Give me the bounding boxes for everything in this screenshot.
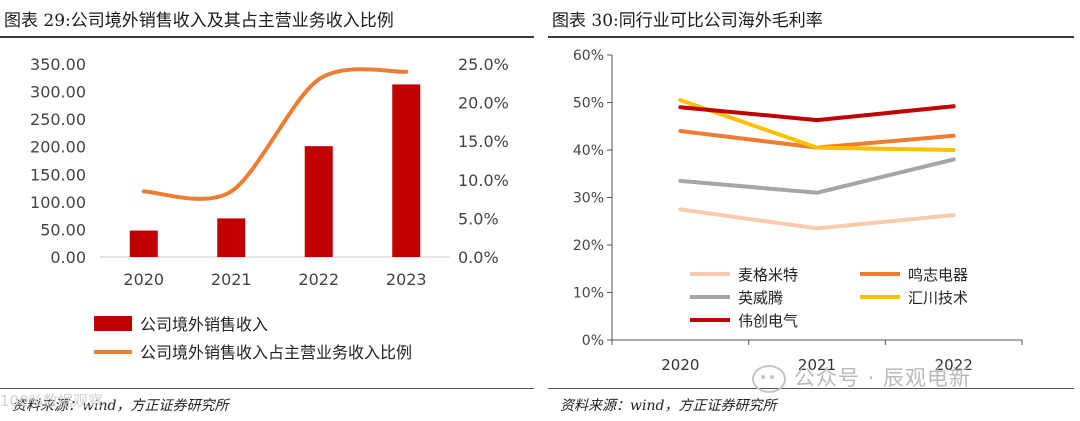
- series-line-汇川技术: [678, 98, 956, 152]
- series-line-鸣志电器: [678, 129, 956, 150]
- legend-label: 汇川技术: [908, 289, 968, 307]
- y-tick-label: 20%: [573, 238, 604, 254]
- left-y-tick-label: 350.00: [30, 55, 86, 74]
- series-line-英威腾: [678, 157, 956, 195]
- x-tick-label: 2023: [386, 270, 427, 289]
- right-y-tick-label: 15.0%: [458, 132, 509, 151]
- right-y-tick-label: 5.0%: [458, 209, 499, 228]
- right-y-tick-label: 0.0%: [458, 248, 499, 267]
- left-y-tick-label: 100.00: [30, 193, 86, 212]
- left-figure-title: 图表 29:公司境外销售收入及其占主营业务收入比例: [4, 11, 394, 31]
- left-source-note: 资料来源：wind，方正证券研究所: [12, 398, 229, 414]
- right-y-tick-label: 10.0%: [458, 171, 509, 190]
- x-tick-label: 2021: [211, 270, 252, 289]
- legend-label: 麦格米特: [738, 266, 798, 284]
- bar-2020: [129, 230, 158, 257]
- wechat-icon: [752, 365, 786, 393]
- y-tick-label: 40%: [573, 143, 604, 159]
- wechat-watermark: 公众号 · 辰观电新: [752, 362, 971, 393]
- left-y-tick-label: 0.00: [50, 248, 86, 267]
- legend-line-label: 公司境外销售收入占主营业务收入比例: [140, 343, 412, 362]
- y-tick-label: 60%: [573, 48, 604, 64]
- left-title-rule: [0, 36, 534, 38]
- left-source-rule: [0, 388, 534, 389]
- x-tick-label: 2020: [661, 356, 699, 374]
- bar-2022: [304, 146, 333, 257]
- legend-bar-label: 公司境外销售收入: [140, 315, 268, 334]
- left-y-tick-label: 50.00: [40, 220, 86, 239]
- x-tick-label: 2020: [123, 270, 164, 289]
- y-tick-label: 30%: [573, 191, 604, 207]
- left-y-tick-label: 250.00: [30, 110, 86, 129]
- left-y-tick-label: 150.00: [30, 165, 86, 184]
- x-tick-label: 2022: [935, 356, 973, 374]
- right-chart: 0% 10% 20% 30% 40% 50% 60% 2020 2021 2022 麦格米特 鸣志电器…: [573, 48, 1023, 374]
- series-line-伟创电气: [678, 104, 956, 123]
- right-source-rule: [548, 388, 1074, 389]
- left-y-tick-label: 300.00: [30, 83, 86, 102]
- x-tick-label: 2021: [798, 356, 836, 374]
- right-y-tick-label: 25.0%: [458, 55, 509, 74]
- legend-label: 鸣志电器: [908, 266, 968, 284]
- legend-label: 英威腾: [738, 289, 783, 307]
- x-tick-label: 2022: [298, 270, 339, 289]
- left-figure-panel: 图表 29:公司境外销售收入及其占主营业务收入比例 0.00 50.00 100.0…: [0, 11, 534, 414]
- left-y-tick-label: 200.00: [30, 138, 86, 157]
- watermark-text: 公众号 · 辰观电新: [794, 366, 972, 390]
- bar-2021: [217, 218, 246, 257]
- right-figure-title: 图表 30:同行业可比公司海外毛利率: [552, 11, 823, 31]
- left-chart: 0.00 50.00 100.00 150.00 200.00 250.00 300.00 3…: [30, 55, 509, 362]
- right-source-note: 资料来源：wind，方正证券研究所: [560, 398, 777, 414]
- y-tick-label: 10%: [573, 286, 604, 302]
- series-line-麦格米特: [678, 207, 956, 231]
- left-watermark: 100%数据观察: [0, 392, 103, 410]
- legend-bar-swatch: [94, 316, 132, 331]
- legend-label: 伟创电气: [738, 312, 798, 330]
- y-tick-label: 0%: [582, 333, 604, 349]
- right-figure-panel: 图表 30:同行业可比公司海外毛利率 0% 10% 20% 30% 40% 50% 60% 2…: [548, 0, 1080, 421]
- right-y-tick-label: 20.0%: [458, 94, 509, 113]
- bar-2023: [392, 84, 421, 257]
- right-title-rule: [548, 36, 1074, 38]
- y-tick-label: 50%: [573, 96, 604, 112]
- export-share-line: [141, 67, 409, 201]
